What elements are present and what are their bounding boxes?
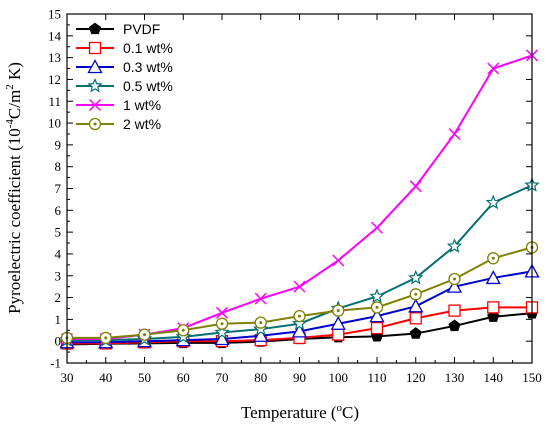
data-point (293, 280, 306, 293)
data-point (448, 272, 461, 286)
data-point (448, 127, 461, 140)
y-tick-label: 12 (48, 72, 61, 87)
data-point (485, 194, 501, 210)
x-tick-label: 120 (406, 370, 426, 385)
y-tick-label: 4 (55, 246, 62, 261)
legend-label: 0.3 wt% (123, 59, 173, 75)
data-point (409, 312, 422, 325)
data-point (448, 319, 461, 332)
x-tick-label: 90 (293, 370, 306, 385)
data-point (291, 323, 308, 338)
data-point (446, 278, 463, 293)
data-point (370, 221, 384, 234)
y-tick-label: 2 (55, 290, 62, 305)
data-point (253, 327, 269, 342)
data-point (409, 180, 422, 193)
data-point (369, 288, 385, 303)
y-tick-label: 15 (48, 7, 61, 22)
data-point (254, 292, 267, 305)
y-tick-label: 5 (55, 225, 62, 240)
legend-marker (88, 22, 102, 35)
legend-entry: 0.3 wt% (76, 59, 173, 75)
x-tick-label: 30 (61, 370, 74, 385)
plot-frame (66, 13, 533, 364)
data-point (215, 306, 229, 319)
series-4 (60, 49, 539, 346)
y-tick-label: -1 (50, 356, 61, 371)
legend-entry: 2 wt% (76, 116, 161, 132)
data-point (487, 252, 500, 265)
data-point (448, 304, 461, 317)
legend-label: 2 wt% (123, 116, 161, 132)
y-axis-label: Pyroelectric coefficient (10-4C/m2 K) (4, 62, 24, 314)
x-tick-label: 40 (99, 370, 112, 385)
data-point (254, 316, 267, 329)
legend-label: PVDF (123, 21, 160, 37)
data-point (487, 301, 500, 314)
legend-marker (88, 41, 102, 55)
y-tick-label: 9 (55, 137, 62, 152)
y-tick-label: 10 (48, 116, 61, 131)
data-point (177, 324, 190, 337)
data-point (214, 331, 230, 346)
x-tick-label: 140 (484, 370, 504, 385)
data-point (332, 304, 345, 317)
data-point (487, 310, 500, 322)
x-tick-label: 130 (445, 370, 465, 385)
legend-entry: 1 wt% (76, 97, 161, 113)
legend-marker (88, 117, 102, 131)
data-point (409, 288, 422, 301)
legend-marker (87, 77, 103, 93)
data-point (214, 324, 230, 339)
legend: PVDF 0.1 wt% 0.3 wt% 0.5 wt% 1 wt% 2 wt% (76, 21, 173, 132)
data-point (332, 254, 345, 267)
y-tick-label: 7 (55, 181, 62, 196)
data-point (332, 328, 345, 341)
x-tick-label: 60 (177, 370, 190, 385)
legend-entry: 0.1 wt% (76, 40, 173, 56)
x-tick-label: 50 (138, 370, 151, 385)
data-point (446, 238, 463, 253)
data-point (138, 328, 151, 341)
x-axis-label: Temperature (oC) (241, 402, 359, 422)
data-point (215, 317, 229, 330)
x-tick-label: 80 (254, 370, 267, 385)
x-tick-label: 70 (216, 370, 229, 385)
legend-entry: PVDF (76, 21, 160, 37)
y-tick-label: 3 (55, 268, 62, 283)
series-layer (59, 49, 540, 350)
y-tick-label: 13 (48, 50, 61, 65)
series-5 (60, 241, 539, 345)
x-tick-label: 150 (522, 370, 542, 385)
y-tick-label: 1 (55, 312, 62, 327)
y-tick-label: 14 (48, 28, 62, 43)
y-tick-label: 8 (55, 159, 62, 174)
legend-marker (88, 98, 102, 112)
x-tick-label: 110 (367, 370, 386, 385)
data-point (370, 301, 384, 314)
x-tick-labels: 30 40 50 60 70 80 90 100 110 120 130 140 150 (61, 370, 542, 385)
legend-label: 1 wt% (123, 97, 161, 113)
legend-entry: 0.5 wt% (76, 77, 173, 94)
x-tick-label: 100 (329, 370, 349, 385)
data-point (409, 327, 422, 339)
data-point (99, 331, 112, 345)
legend-marker (87, 59, 103, 74)
data-point (485, 270, 501, 285)
data-point (408, 269, 424, 285)
data-point (370, 321, 384, 335)
y-tick-label: 11 (48, 94, 61, 109)
data-point (369, 308, 385, 323)
data-point (291, 315, 308, 331)
legend-label: 0.5 wt% (123, 78, 173, 94)
y-tick-label: 6 (55, 203, 62, 218)
data-point (293, 309, 306, 323)
data-point (487, 62, 500, 75)
data-point (330, 315, 346, 330)
data-point (408, 298, 424, 313)
y-tick-label: 0 (55, 334, 62, 349)
legend-label: 0.1 wt% (123, 40, 173, 56)
